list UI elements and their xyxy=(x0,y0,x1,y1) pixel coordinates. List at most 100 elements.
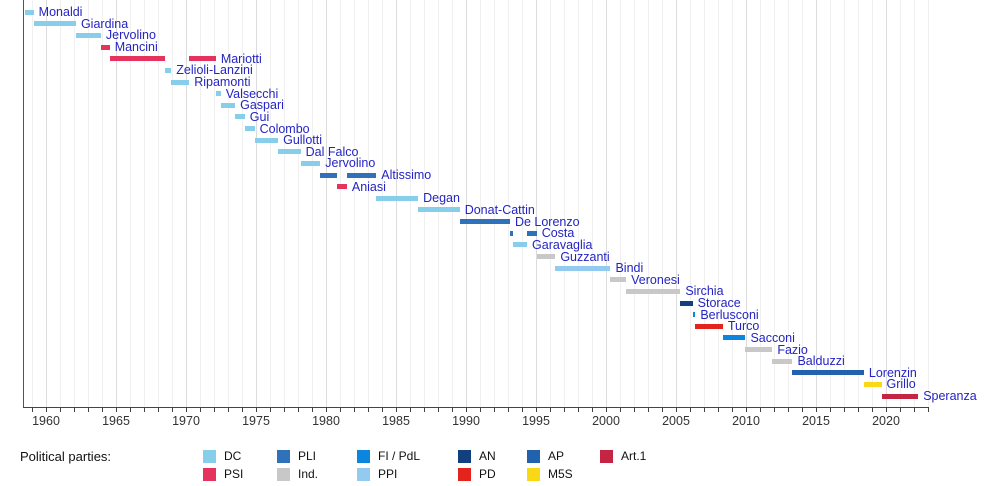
axis-tick-2014 xyxy=(802,408,803,412)
timeline-bar xyxy=(220,102,236,108)
axis-tick-1977 xyxy=(284,408,285,412)
timeline-bar xyxy=(337,184,347,190)
gridline-year-2019 xyxy=(872,0,873,407)
axis-tick-2006 xyxy=(690,408,691,412)
gridline-year-2023 xyxy=(928,0,929,407)
timeline-bar xyxy=(695,323,723,329)
minister-label: Grillo xyxy=(886,377,916,392)
gridline-year-1991 xyxy=(480,0,481,407)
gridline-year-2007 xyxy=(704,0,705,407)
gridline-year-1986 xyxy=(410,0,411,407)
legend-item-label: PPI xyxy=(378,467,398,481)
axis-tick-1983 xyxy=(368,408,369,412)
axis-tick-2018 xyxy=(858,408,859,412)
axis-tick-1981 xyxy=(340,408,341,412)
timeline-bar xyxy=(109,56,165,62)
gridline-year-2011 xyxy=(760,0,761,407)
gridline-year-1999 xyxy=(592,0,593,407)
minister-label: Dal Falco xyxy=(305,144,359,159)
timeline-bar xyxy=(346,172,377,178)
gridline-year-2003 xyxy=(648,0,649,407)
axis-tick-1964 xyxy=(102,408,103,412)
axis-tick-2007 xyxy=(704,408,705,412)
timeline-bar xyxy=(610,277,627,283)
minister-label: Ripamonti xyxy=(194,75,251,89)
timeline-bar xyxy=(722,335,746,341)
timeline-bar xyxy=(300,160,321,166)
gridline-year-1975 xyxy=(256,0,257,407)
axis-tick-1966 xyxy=(130,408,131,412)
axis-tick-1984 xyxy=(382,408,383,412)
minister-label: Veronesi xyxy=(631,272,680,287)
x-axis-line xyxy=(23,407,929,408)
axis-tick-1978 xyxy=(298,408,299,412)
gridline-year-2016 xyxy=(830,0,831,407)
axis-tick-2015 xyxy=(816,408,817,412)
minister-label: Gaspari xyxy=(240,98,284,113)
legend-swatch-AP xyxy=(527,450,540,463)
minister-label: Degan xyxy=(423,191,460,206)
legend-swatch-PD xyxy=(458,468,471,481)
gridline-year-1966 xyxy=(130,0,131,407)
gridline-year-2008 xyxy=(718,0,719,407)
gridline-year-1981 xyxy=(340,0,341,407)
axis-tick-1968 xyxy=(158,408,159,412)
legend-item-label: PSI xyxy=(224,467,244,481)
axis-tick-2010 xyxy=(746,408,747,412)
axis-tick-1990 xyxy=(466,408,467,412)
gridline-year-2005 xyxy=(676,0,677,407)
axis-tick-1982 xyxy=(354,408,355,412)
axis-tick-label: 2000 xyxy=(592,414,620,428)
timeline-bar xyxy=(512,242,528,248)
minister-label: Berlusconi xyxy=(700,307,759,322)
timeline-bar xyxy=(680,300,693,306)
timeline-bar xyxy=(692,312,696,318)
minister-label: Storace xyxy=(697,296,741,311)
legend-item-label: PD xyxy=(479,467,496,481)
axis-tick-1979 xyxy=(312,408,313,412)
legend-swatch-PSI xyxy=(203,468,216,481)
axis-tick-2023 xyxy=(928,408,929,412)
gridline-year-1998 xyxy=(578,0,579,407)
minister-label: Speranza xyxy=(923,389,977,404)
timeline-bar xyxy=(189,56,216,62)
minister-label: Jervolino xyxy=(325,156,376,171)
axis-tick-label: 1995 xyxy=(522,414,550,428)
timeline-bar xyxy=(527,230,537,236)
minister-label: Donat-Cattin xyxy=(464,202,535,217)
axis-tick-2013 xyxy=(788,408,789,412)
axis-tick-1985 xyxy=(396,408,397,412)
axis-tick-2016 xyxy=(830,408,831,412)
gridline-year-1971 xyxy=(200,0,201,407)
minister-label: Valsecchi xyxy=(225,86,279,101)
timeline-bar xyxy=(235,114,245,120)
gridline-year-1980 xyxy=(326,0,327,407)
minister-label: Balduzzi xyxy=(797,354,845,369)
timeline-bar xyxy=(254,137,279,143)
minister-label: Sacconi xyxy=(750,330,795,345)
gridline-year-2010 xyxy=(746,0,747,407)
gridline-year-1994 xyxy=(522,0,523,407)
timeline-bar xyxy=(25,9,34,15)
minister-label: Zelioli-Lanzini xyxy=(176,63,253,78)
axis-tick-label: 2005 xyxy=(662,414,690,428)
gridline-year-1989 xyxy=(452,0,453,407)
axis-tick-1999 xyxy=(592,408,593,412)
gridline-year-1969 xyxy=(172,0,173,407)
minister-label: Lorenzin xyxy=(868,365,917,380)
timeline-bar xyxy=(376,195,419,201)
timeline-bar xyxy=(100,44,110,50)
timeline-bar xyxy=(459,219,510,225)
gridline-year-1963 xyxy=(88,0,89,407)
legend-item-label: PLI xyxy=(298,449,317,463)
axis-tick-label: 2015 xyxy=(802,414,830,428)
timeline-bar xyxy=(215,91,221,97)
axis-tick-1970 xyxy=(186,408,187,412)
legend-swatch-FI / PdL xyxy=(357,450,370,463)
timeline-bar xyxy=(171,79,190,85)
axis-tick-2001 xyxy=(620,408,621,412)
gridline-year-2009 xyxy=(732,0,733,407)
timeline-bar xyxy=(278,149,301,155)
axis-tick-label: 2020 xyxy=(872,414,900,428)
axis-tick-1976 xyxy=(270,408,271,412)
